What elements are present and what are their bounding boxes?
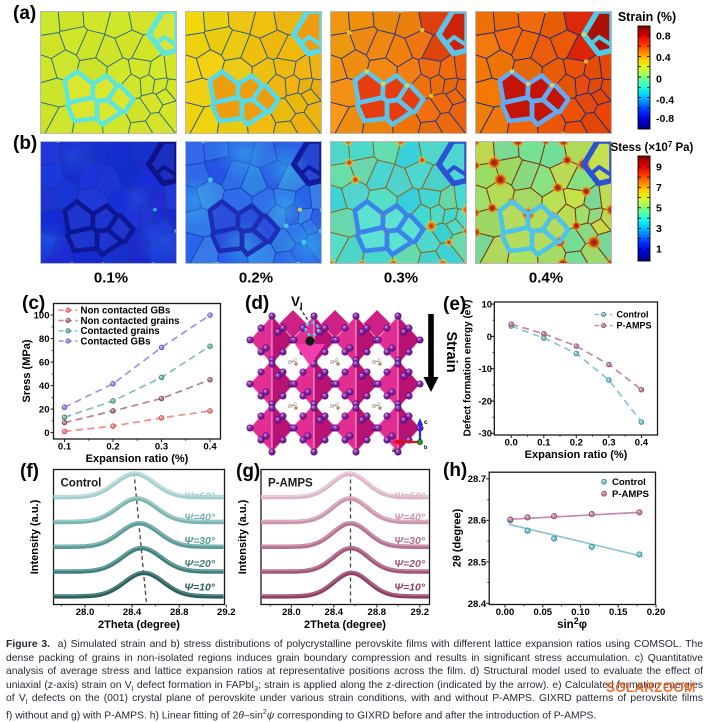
svg-text:3: 3 bbox=[656, 223, 662, 235]
svg-text:b: b bbox=[424, 445, 428, 451]
svg-text:sin2φ: sin2φ bbox=[557, 616, 587, 631]
svg-text:(a): (a) bbox=[13, 3, 36, 24]
svg-text:Strain: Strain bbox=[443, 331, 459, 372]
svg-text:28.8: 28.8 bbox=[170, 607, 189, 618]
svg-text:2Theta (degree): 2Theta (degree) bbox=[98, 619, 180, 631]
svg-text:1: 1 bbox=[656, 244, 662, 256]
svg-text:0.0: 0.0 bbox=[505, 438, 518, 449]
svg-text:80: 80 bbox=[39, 334, 50, 345]
svg-text:Expansion ratio (%): Expansion ratio (%) bbox=[86, 453, 189, 465]
svg-text:28.4: 28.4 bbox=[468, 599, 487, 610]
svg-text:60: 60 bbox=[39, 358, 50, 369]
svg-text:Ψ=10°: Ψ=10° bbox=[394, 582, 426, 594]
svg-text:0: 0 bbox=[487, 332, 492, 343]
svg-text:10: 10 bbox=[482, 300, 493, 311]
svg-text:2θ (degree): 2θ (degree) bbox=[452, 508, 464, 567]
svg-text:0.00: 0.00 bbox=[496, 607, 515, 618]
svg-text:-0.4: -0.4 bbox=[656, 95, 674, 107]
svg-text:28.8: 28.8 bbox=[368, 607, 387, 618]
svg-text:Stess (×107 Pa): Stess (×107 Pa) bbox=[611, 140, 694, 154]
svg-text:0.3: 0.3 bbox=[602, 438, 615, 449]
svg-text:Ψ=40°: Ψ=40° bbox=[394, 512, 426, 524]
svg-text:c: c bbox=[424, 419, 428, 426]
svg-text:-0.8: -0.8 bbox=[656, 113, 674, 125]
svg-text:100: 100 bbox=[34, 311, 50, 322]
svg-text:28.0: 28.0 bbox=[282, 607, 301, 618]
svg-text:P-AMPS: P-AMPS bbox=[617, 321, 652, 331]
svg-text:(c): (c) bbox=[22, 293, 45, 314]
svg-text:Intensity (a.u.): Intensity (a.u.) bbox=[29, 499, 41, 574]
svg-text:0: 0 bbox=[656, 73, 662, 85]
svg-text:0.4: 0.4 bbox=[203, 442, 217, 453]
svg-text:Ψ=20°: Ψ=20° bbox=[394, 558, 426, 570]
svg-text:9: 9 bbox=[656, 162, 662, 174]
svg-text:(d): (d) bbox=[245, 293, 269, 314]
svg-text:Non contacted grains: Non contacted grains bbox=[81, 316, 180, 327]
svg-text:Ψ=40°: Ψ=40° bbox=[184, 512, 216, 524]
svg-text:28.4: 28.4 bbox=[325, 607, 344, 618]
svg-text:28.4: 28.4 bbox=[123, 607, 142, 618]
svg-text:(e): (e) bbox=[443, 294, 466, 315]
svg-text:0.2: 0.2 bbox=[570, 438, 583, 449]
svg-text:28.5: 28.5 bbox=[468, 557, 487, 568]
svg-text:Strain (%): Strain (%) bbox=[618, 10, 676, 24]
svg-text:Ψ=30°: Ψ=30° bbox=[394, 535, 426, 547]
svg-text:29.2: 29.2 bbox=[217, 607, 236, 618]
svg-text:0.05: 0.05 bbox=[534, 607, 553, 618]
svg-text:a: a bbox=[392, 447, 396, 454]
svg-text:-30: -30 bbox=[478, 429, 492, 440]
svg-text:Defect formation energy (eV): Defect formation energy (eV) bbox=[462, 300, 473, 437]
svg-text:-10: -10 bbox=[478, 364, 492, 375]
svg-text:Control: Control bbox=[617, 310, 649, 320]
svg-text:0.4: 0.4 bbox=[656, 52, 671, 64]
svg-text:2Theta (degree): 2Theta (degree) bbox=[304, 619, 386, 631]
svg-text:-20: -20 bbox=[478, 396, 492, 407]
svg-text:0.15: 0.15 bbox=[609, 607, 628, 618]
svg-text:5: 5 bbox=[656, 203, 662, 215]
svg-text:Ψ=50°: Ψ=50° bbox=[184, 491, 216, 503]
svg-text:0.4%: 0.4% bbox=[529, 270, 563, 287]
svg-text:28.0: 28.0 bbox=[76, 607, 95, 618]
svg-text:Control: Control bbox=[61, 478, 102, 490]
svg-text:Sress (MPa): Sress (MPa) bbox=[21, 339, 33, 402]
svg-text:(g): (g) bbox=[236, 461, 260, 482]
svg-text:Ψ=50°: Ψ=50° bbox=[394, 491, 426, 503]
svg-text:(b): (b) bbox=[13, 133, 37, 154]
svg-text:40: 40 bbox=[39, 381, 50, 392]
svg-text:0.20: 0.20 bbox=[647, 607, 666, 618]
svg-text:0.8: 0.8 bbox=[656, 31, 671, 43]
svg-text:P-AMPS: P-AMPS bbox=[268, 478, 313, 490]
svg-text:0.1: 0.1 bbox=[537, 438, 551, 449]
svg-text:28.6: 28.6 bbox=[468, 516, 487, 527]
svg-text:Control: Control bbox=[612, 477, 646, 488]
svg-text:0.2%: 0.2% bbox=[239, 270, 273, 287]
svg-text:0.4: 0.4 bbox=[635, 438, 649, 449]
svg-text:7: 7 bbox=[656, 182, 662, 194]
svg-text:Expansion ratio (%): Expansion ratio (%) bbox=[525, 449, 628, 461]
svg-text:0: 0 bbox=[44, 428, 49, 439]
svg-text:Contacted grains: Contacted grains bbox=[81, 326, 160, 337]
svg-text:(h): (h) bbox=[443, 460, 467, 481]
svg-text:0.10: 0.10 bbox=[571, 607, 590, 618]
svg-text:0.1%: 0.1% bbox=[94, 270, 128, 287]
svg-text:Intensity (a.u.): Intensity (a.u.) bbox=[237, 499, 249, 574]
svg-text:0.3%: 0.3% bbox=[384, 270, 418, 287]
svg-text:28.7: 28.7 bbox=[468, 474, 487, 485]
svg-text:Non contacted GBs: Non contacted GBs bbox=[81, 306, 171, 317]
svg-text:Contacted GBs: Contacted GBs bbox=[81, 337, 151, 348]
svg-text:Ψ=30°: Ψ=30° bbox=[184, 535, 216, 547]
svg-text:0.1: 0.1 bbox=[58, 442, 72, 453]
svg-text:0.2: 0.2 bbox=[106, 442, 119, 453]
svg-text:VI: VI bbox=[291, 294, 303, 311]
svg-text:Ψ=20°: Ψ=20° bbox=[184, 558, 216, 570]
svg-text:29.2: 29.2 bbox=[411, 607, 430, 618]
svg-text:(f): (f) bbox=[20, 461, 39, 482]
svg-text:Ψ=10°: Ψ=10° bbox=[184, 582, 216, 594]
svg-text:P-AMPS: P-AMPS bbox=[612, 489, 649, 500]
svg-text:20: 20 bbox=[39, 405, 50, 416]
svg-text:0.3: 0.3 bbox=[155, 442, 168, 453]
